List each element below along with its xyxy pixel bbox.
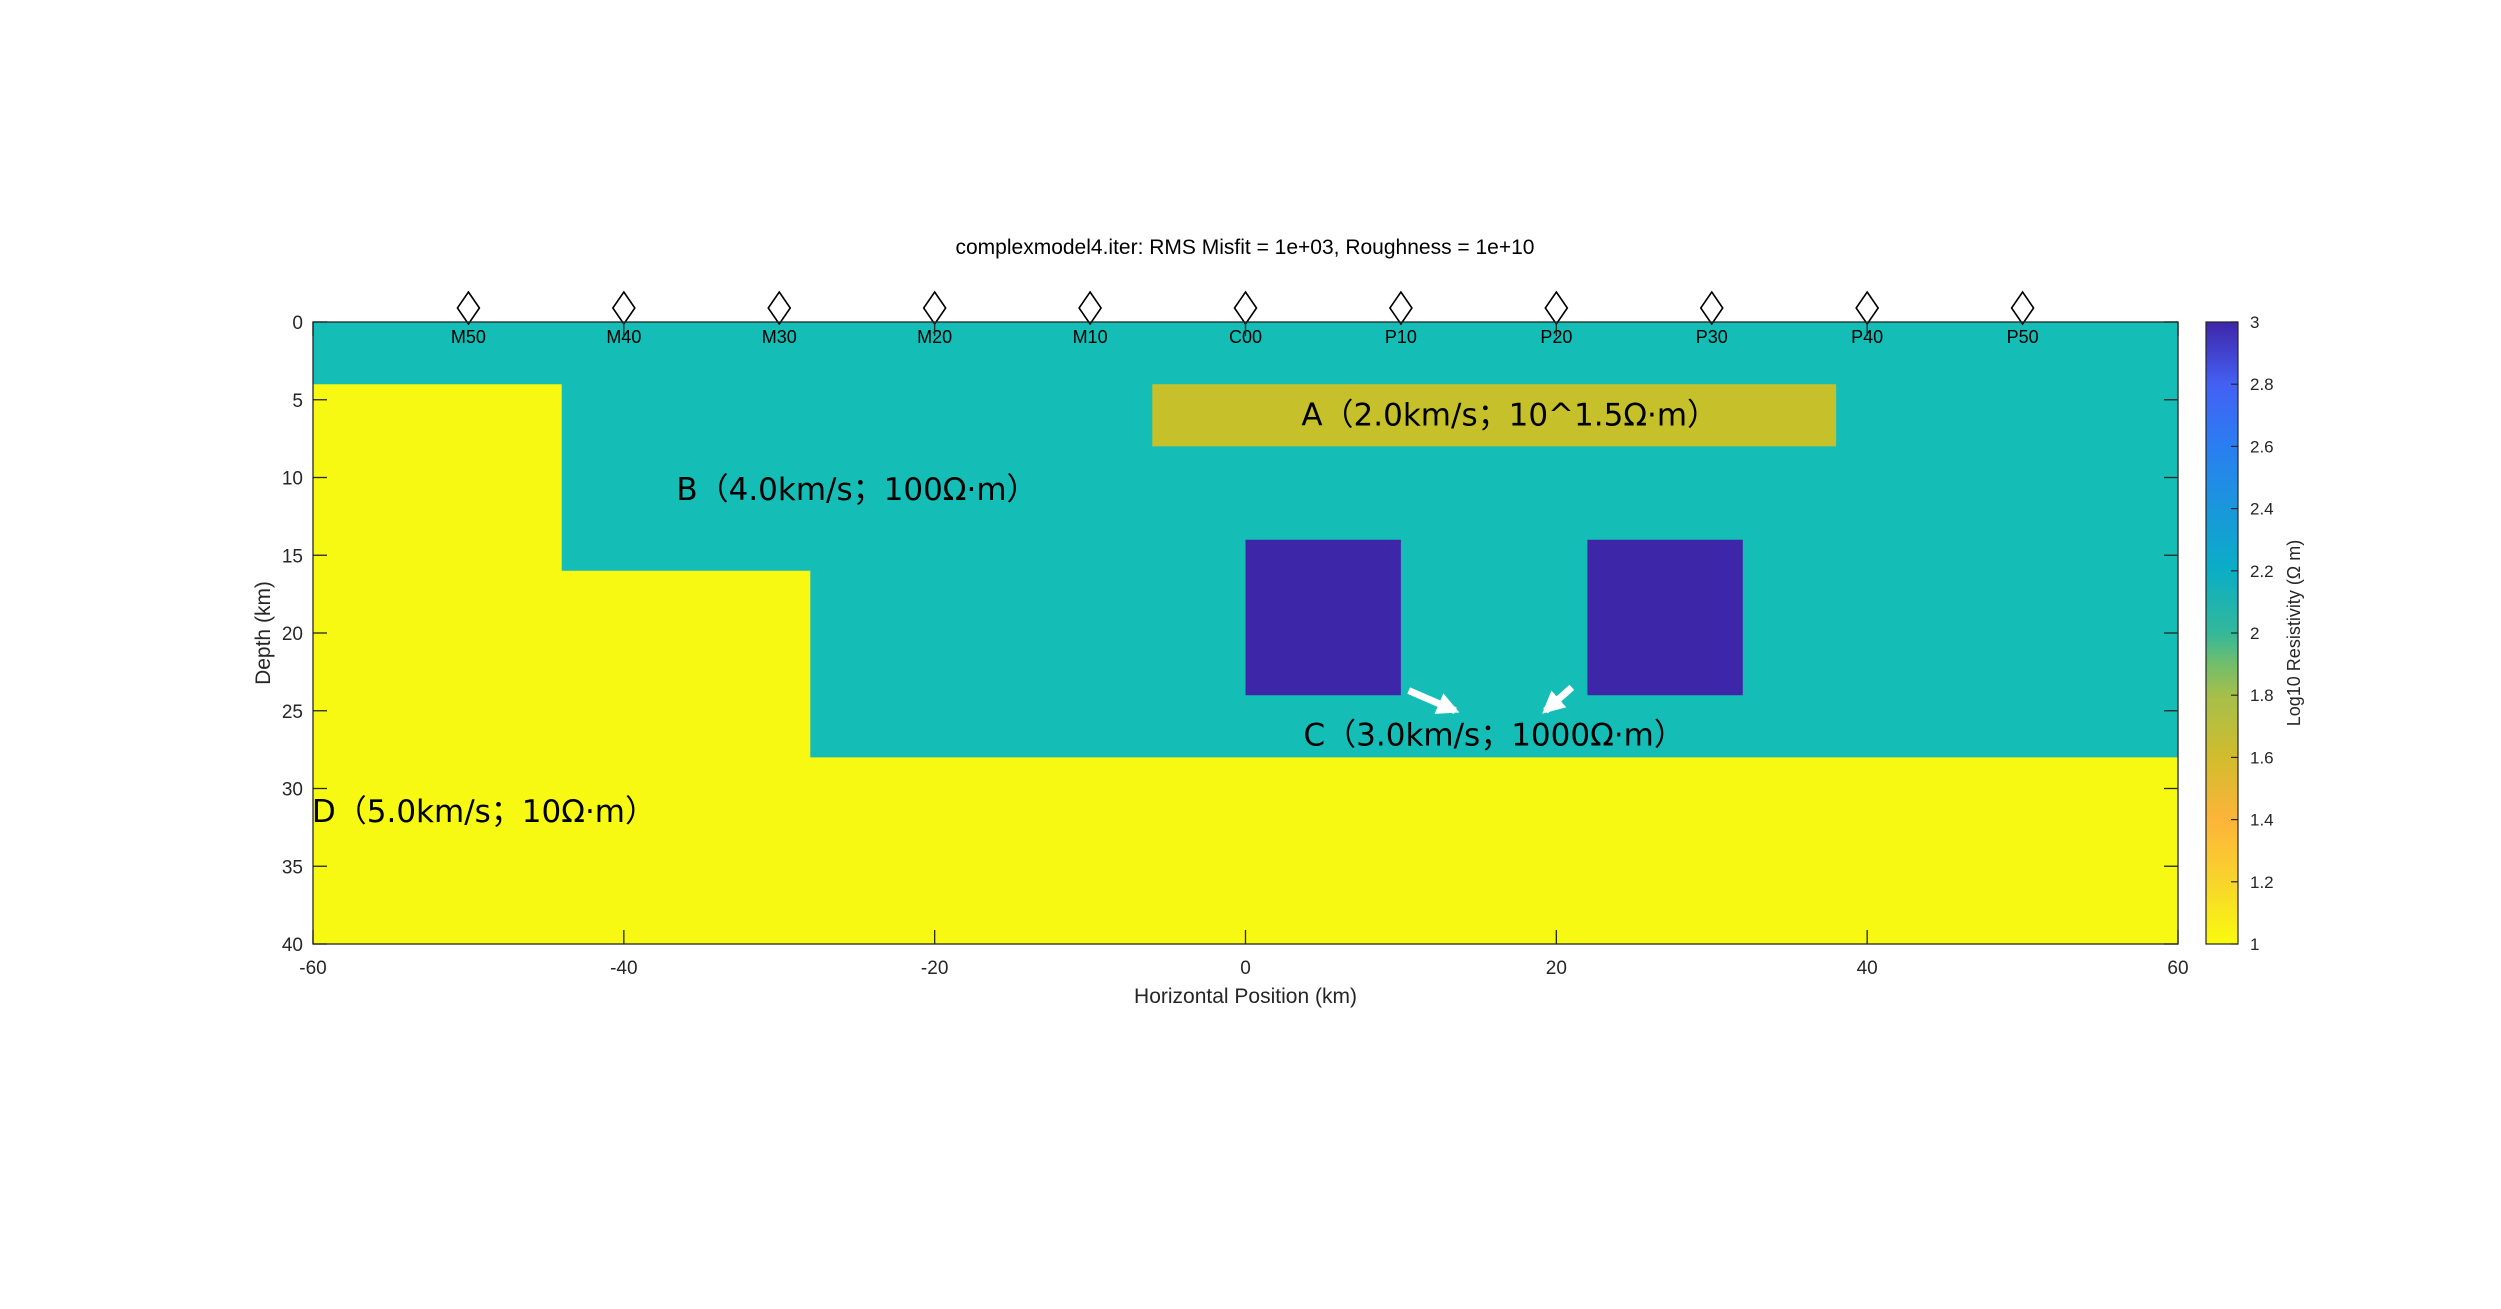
station-label: M40 (606, 327, 641, 347)
x-tick-label: -40 (610, 958, 637, 979)
x-tick-label: 0 (1240, 958, 1251, 979)
station-marker (1078, 290, 1103, 326)
station-label: M10 (1073, 327, 1108, 347)
station-label: C00 (1229, 327, 1262, 347)
station-label: P40 (1851, 327, 1883, 347)
region-label-b: B（4.0km/s；100Ω·m） (676, 472, 1037, 508)
station-label: M20 (917, 327, 952, 347)
y-tick-label: 30 (282, 780, 303, 801)
region-C-left (1245, 539, 1401, 696)
colorbar-tick-label: 1.8 (2250, 686, 2274, 705)
y-tick-label: 40 (282, 935, 303, 956)
colorbar-label: Log10 Resistivity (Ω m) (2284, 540, 2304, 727)
stations: M50 M40 M30 M20 M10 C00 P10 P20 P30 P40 P50 (451, 290, 2039, 347)
station-label: M50 (451, 327, 486, 347)
axes: -60 -40 -20 0 20 40 60 0 5 10 15 20 25 30 35 40 (282, 313, 2189, 979)
region-D (313, 384, 2178, 944)
x-axis-label: Horizontal Position (km) (1134, 985, 1357, 1008)
x-tick-label: 40 (1857, 958, 1878, 979)
station-label: P50 (2007, 327, 2039, 347)
station-label: P20 (1540, 327, 1572, 347)
colorbar-tick-label: 1 (2250, 935, 2259, 954)
annotation-arrow (1407, 687, 1460, 714)
station-marker (1544, 290, 1569, 326)
colorbar-tick-label: 2.6 (2250, 437, 2274, 456)
station-marker (611, 290, 636, 326)
colorbar-tick-label: 1.6 (2250, 748, 2274, 767)
y-axis-label: Depth (km) (252, 581, 275, 685)
station-marker (1699, 290, 1724, 326)
colorbar: 1 1.2 1.4 1.6 1.8 2 2.2 2.4 2.6 2.8 3 Log10 Resisti… (2205, 313, 2304, 954)
x-tick-label: 60 (2167, 958, 2188, 979)
y-tick-label: 5 (292, 391, 303, 412)
annotations: A（2.0km/s；10^1.5Ω·m） B（4.0km/s；100Ω·m） C（3… (312, 397, 1718, 830)
colorbar-tick-label: 1.2 (2250, 873, 2274, 892)
colorbar-tick-label: 1.4 (2250, 811, 2274, 830)
colorbar-tick-label: 3 (2250, 313, 2259, 332)
station-marker (922, 290, 947, 326)
station-label: M30 (762, 327, 797, 347)
colorbar-tick-label: 2 (2250, 624, 2259, 643)
station-label: P30 (1696, 327, 1728, 347)
colorbar-tick-label: 2.8 (2250, 375, 2274, 394)
plot-area (313, 322, 2178, 944)
x-tick-label: -60 (299, 958, 326, 979)
region-A (1152, 384, 1837, 447)
y-tick-label: 25 (282, 702, 303, 723)
colorbar-tick-label: 2.4 (2250, 500, 2274, 519)
x-tick-label: -20 (921, 958, 948, 979)
colorbar-tick-label: 2.2 (2250, 562, 2274, 581)
region-label-a: A（2.0km/s；10^1.5Ω·m） (1301, 397, 1718, 433)
y-tick-label: 20 (282, 624, 303, 645)
station-marker (767, 290, 792, 326)
annotation-arrow (1542, 684, 1575, 714)
y-tick-label: 10 (282, 469, 303, 490)
station-marker (456, 290, 481, 326)
station-marker (2010, 290, 2035, 326)
x-tick-label: 20 (1546, 958, 1567, 979)
y-tick-label: 15 (282, 546, 303, 567)
station-label: P10 (1385, 327, 1417, 347)
region-C-right (1587, 539, 1743, 696)
chart-title: complexmodel4.iter: RMS Misfit = 1e+03, … (956, 236, 1535, 259)
y-tick-label: 0 (292, 313, 303, 334)
y-tick-label: 35 (282, 857, 303, 878)
station-marker (1233, 290, 1258, 326)
station-marker (1855, 290, 1880, 326)
station-marker (1388, 290, 1413, 326)
region-label-c: C（3.0km/s；1000Ω·m） (1304, 718, 1685, 754)
region-label-d: D（5.0km/s；10Ω·m） (312, 794, 656, 830)
